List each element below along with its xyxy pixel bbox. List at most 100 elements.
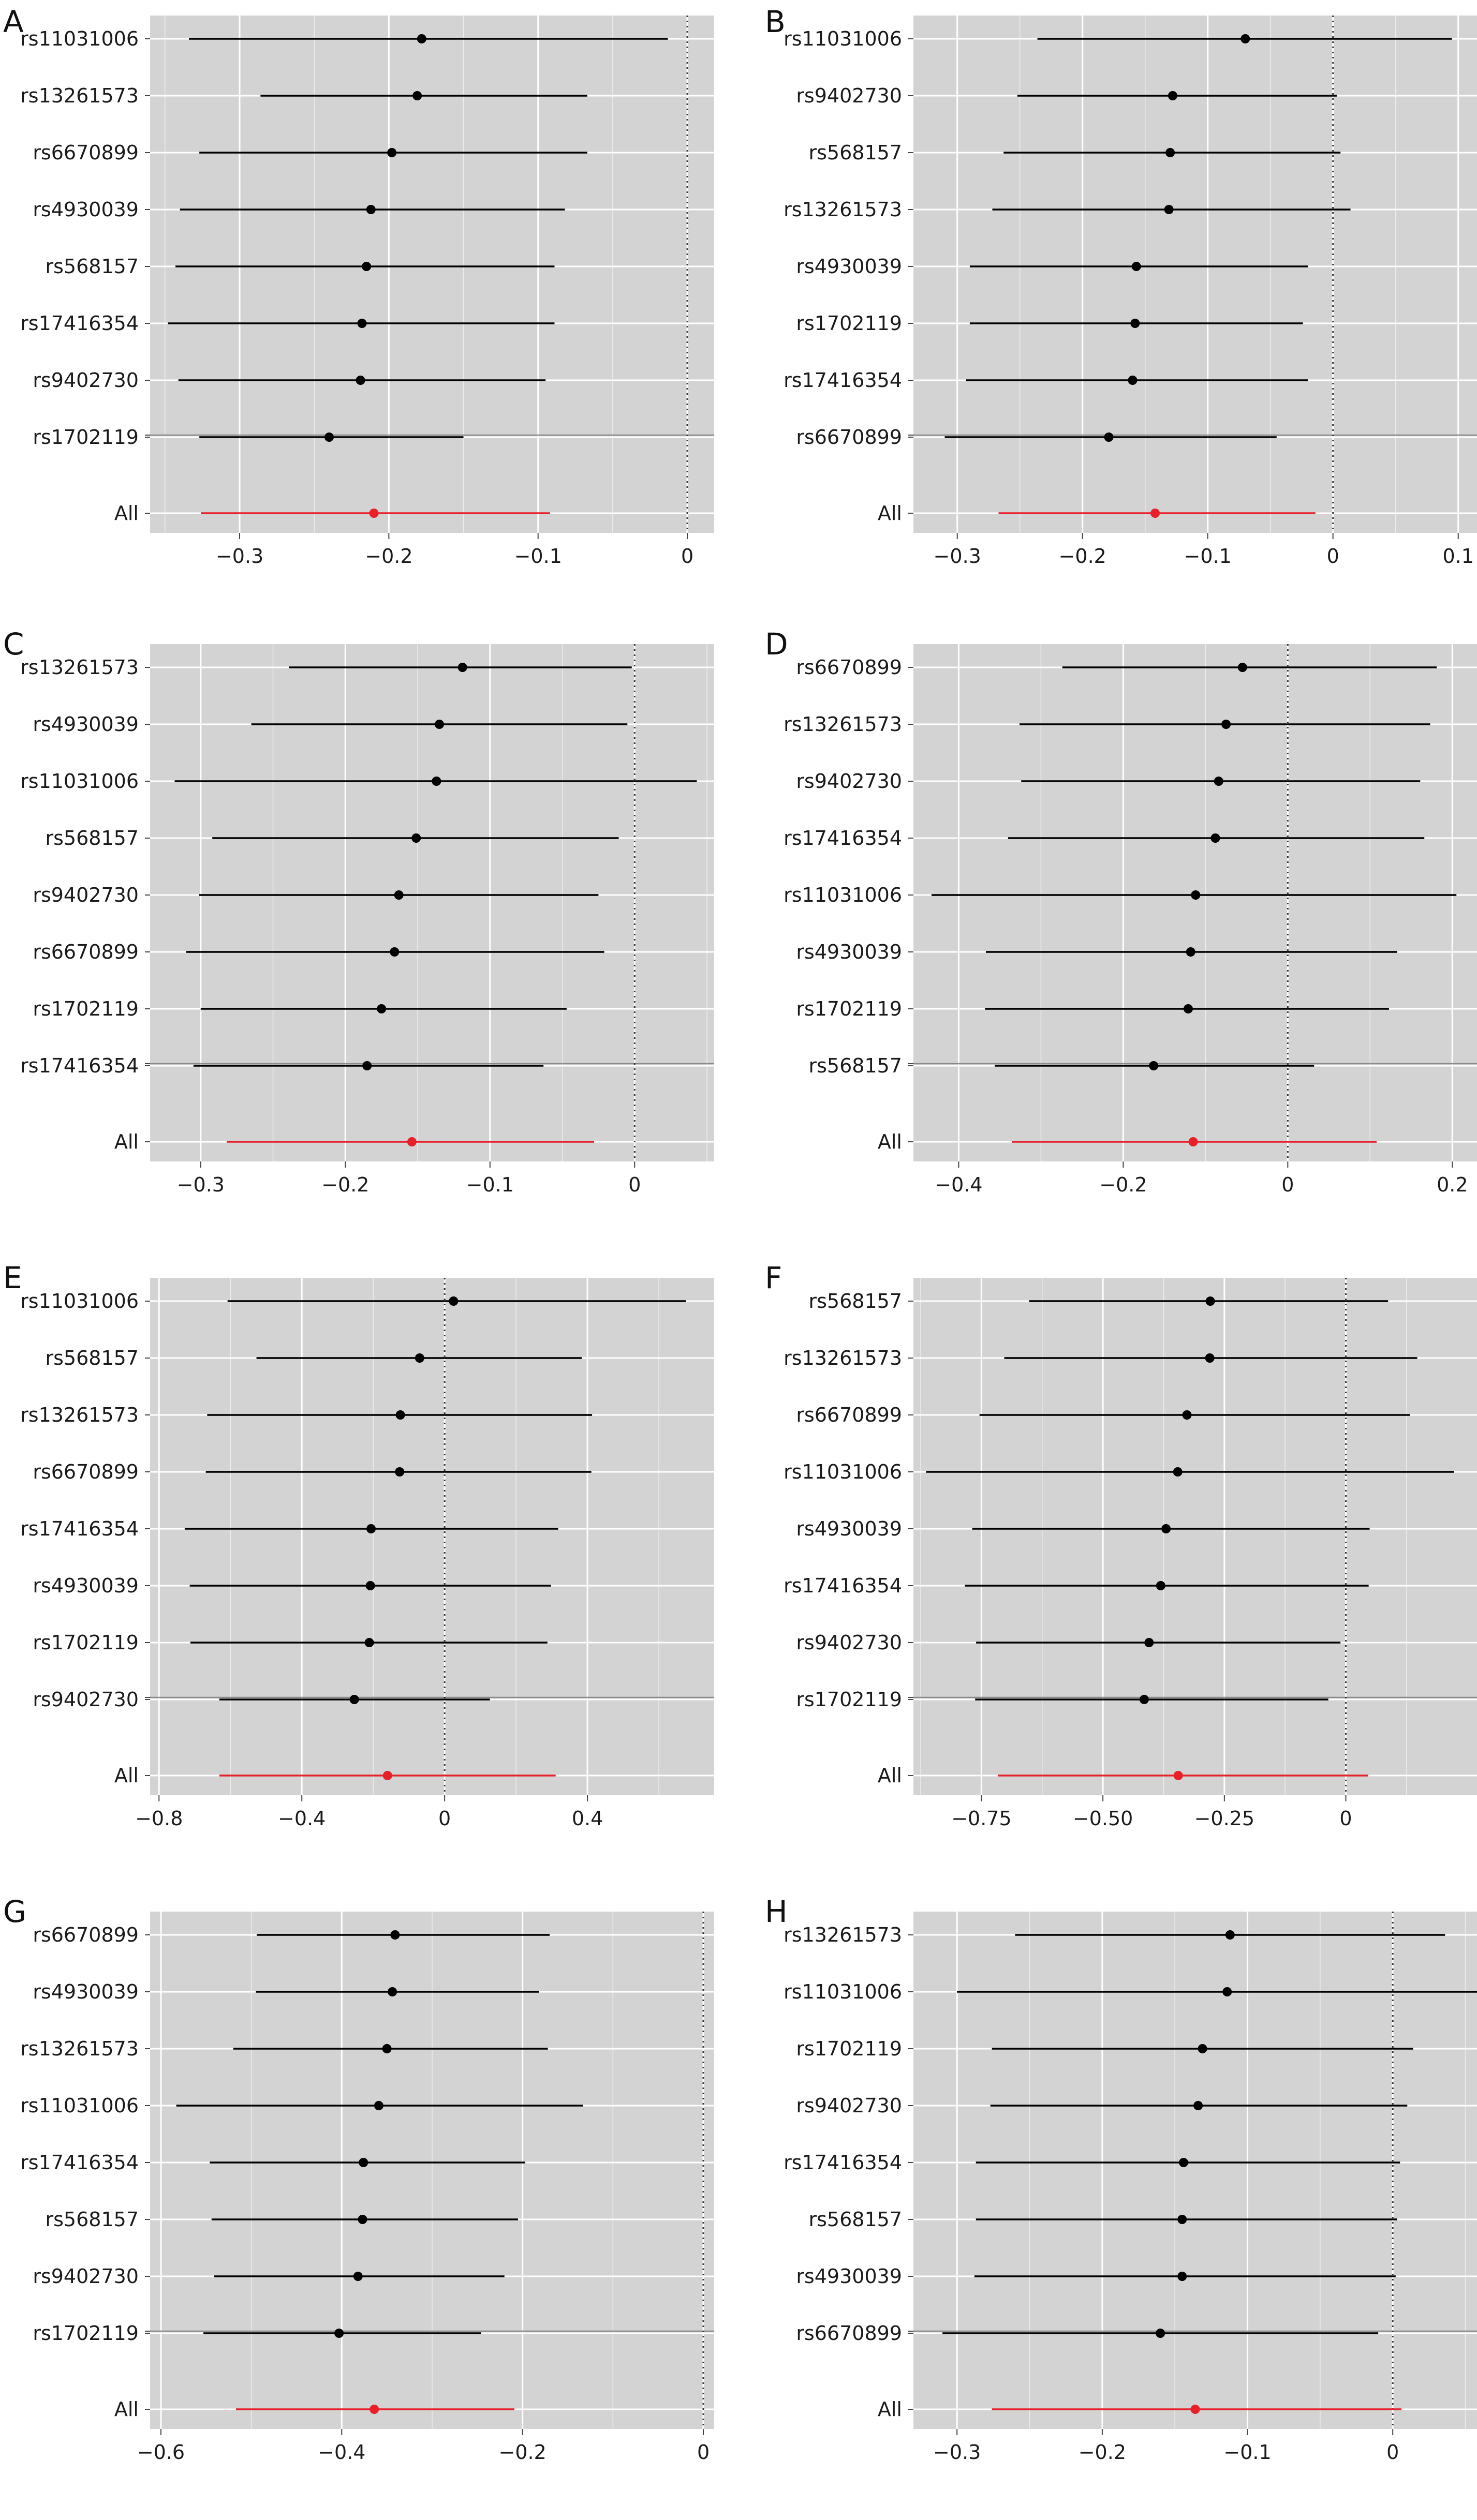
x-tick-label: 0 [1281,1173,1294,1196]
panel-letter: F [765,1260,782,1295]
x-tick-label: −0.1 [514,545,562,568]
estimate-point [1198,2044,1207,2053]
forest-panel-C: rs13261573 rs4930039 rs11031006 rs568157 rs9… [3,627,714,1196]
x-tick-label: −0.2 [499,2441,547,2464]
x-tick-label: −0.6 [137,2441,185,2464]
x-tick-label: −0.4 [278,1807,326,1830]
overall-label: All [114,1764,139,1787]
x-tick-label: 0.1 [1442,545,1473,568]
panel-letter: D [765,627,788,662]
estimate-point [1193,2101,1203,2110]
snp-label: rs4930039 [33,1574,139,1597]
snp-label: rs568157 [809,1290,902,1313]
snp-label: rs568157 [46,1347,139,1369]
snp-label: rs9402730 [33,369,139,392]
x-tick-label: 0 [1386,2441,1399,2464]
overall-label: All [114,2398,139,2421]
overall-estimate-point [1173,1771,1183,1780]
panel-letter: A [3,4,24,39]
snp-label: rs17416354 [784,2151,902,2174]
overall-label: All [114,502,139,525]
estimate-point [1214,777,1223,786]
snp-label: rs11031006 [784,1980,902,2003]
panel-letter: G [3,1894,26,1929]
snp-label: rs17416354 [784,827,902,849]
snp-label: rs11031006 [20,27,139,50]
x-tick-label: −0.4 [935,1173,982,1196]
estimate-point [387,148,397,157]
snp-label: rs6670899 [796,656,902,679]
estimate-point [1161,1524,1171,1533]
x-tick-label: −0.4 [318,2441,365,2464]
estimate-point [415,1353,424,1363]
forest-panel-G: rs6670899 rs4930039 rs13261573 rs11031006 rs… [3,1894,714,2464]
snp-label: rs11031006 [20,2094,139,2117]
snp-label: rs4930039 [33,1980,139,2003]
x-tick-label: −0.1 [1184,545,1232,568]
x-tick-label: 0 [681,545,693,568]
snp-label: rs4930039 [796,1517,902,1540]
overall-label: All [878,1764,902,1787]
snp-label: rs17416354 [20,312,139,335]
overall-estimate-point [1190,2405,1200,2414]
estimate-point [412,91,422,100]
snp-label: rs13261573 [20,84,139,107]
estimate-point [1144,1638,1154,1647]
estimate-point [1130,319,1140,328]
overall-label: All [114,1130,139,1153]
x-tick-label: −0.2 [1079,2441,1126,2464]
snp-label: rs17416354 [784,369,902,392]
panel-letter: B [765,4,786,39]
snp-label: rs13261573 [784,198,902,221]
snp-label: rs568157 [809,141,902,164]
snp-label: rs568157 [809,1054,902,1077]
estimate-point [362,1061,372,1070]
estimate-point [1210,833,1220,843]
x-tick-label: −0.75 [951,1807,1011,1830]
overall-estimate-point [1150,509,1160,518]
x-tick-label: −0.3 [177,1173,225,1196]
estimate-point [1205,1296,1215,1306]
estimate-point [365,1581,375,1590]
snp-label: rs9402730 [33,1688,139,1711]
forest-panel-F: rs568157 rs13261573 rs6670899 rs11031006 rs4… [765,1260,1477,1830]
forest-panel-D: rs6670899 rs13261573 rs9402730 rs17416354 rs… [765,627,1477,1196]
estimate-point [457,663,467,672]
snp-label: rs6670899 [796,2322,902,2345]
estimate-point [1128,376,1138,385]
panel-letter: C [3,627,24,662]
snp-label: rs6670899 [33,1923,139,1946]
estimate-point [364,1638,374,1647]
snp-label: rs11031006 [20,1290,139,1313]
estimate-point [377,1004,387,1013]
snp-label: rs9402730 [796,1631,902,1654]
estimate-point [356,376,365,385]
snp-label: rs4930039 [33,713,139,736]
snp-label: rs9402730 [33,2265,139,2288]
overall-label: All [878,2398,902,2421]
forest-panel-H: rs13261573 rs11031006 rs1702119 rs9402730 rs… [765,1894,1477,2464]
estimate-point [417,34,426,43]
snp-label: rs568157 [46,827,139,849]
estimate-point [449,1296,459,1306]
estimate-point [1183,1004,1193,1013]
snp-label: rs13261573 [784,1923,902,1946]
snp-label: rs1702119 [33,1631,139,1654]
snp-label: rs1702119 [33,2322,139,2345]
snp-label: rs13261573 [20,2037,139,2060]
estimate-point [411,833,421,843]
snp-label: rs568157 [809,2208,902,2231]
x-tick-label: −0.3 [933,2441,981,2464]
estimate-point [1164,205,1174,214]
estimate-point [1222,1987,1232,1996]
x-tick-label: 0 [1327,545,1339,568]
estimate-point [1149,1061,1159,1070]
estimate-point [382,2044,392,2053]
snp-label: rs6670899 [33,1460,139,1483]
snp-label: rs4930039 [796,941,902,963]
snp-label: rs13261573 [20,656,139,679]
estimate-point [1221,720,1231,729]
snp-label: rs9402730 [796,770,902,793]
snp-label: rs6670899 [796,426,902,449]
